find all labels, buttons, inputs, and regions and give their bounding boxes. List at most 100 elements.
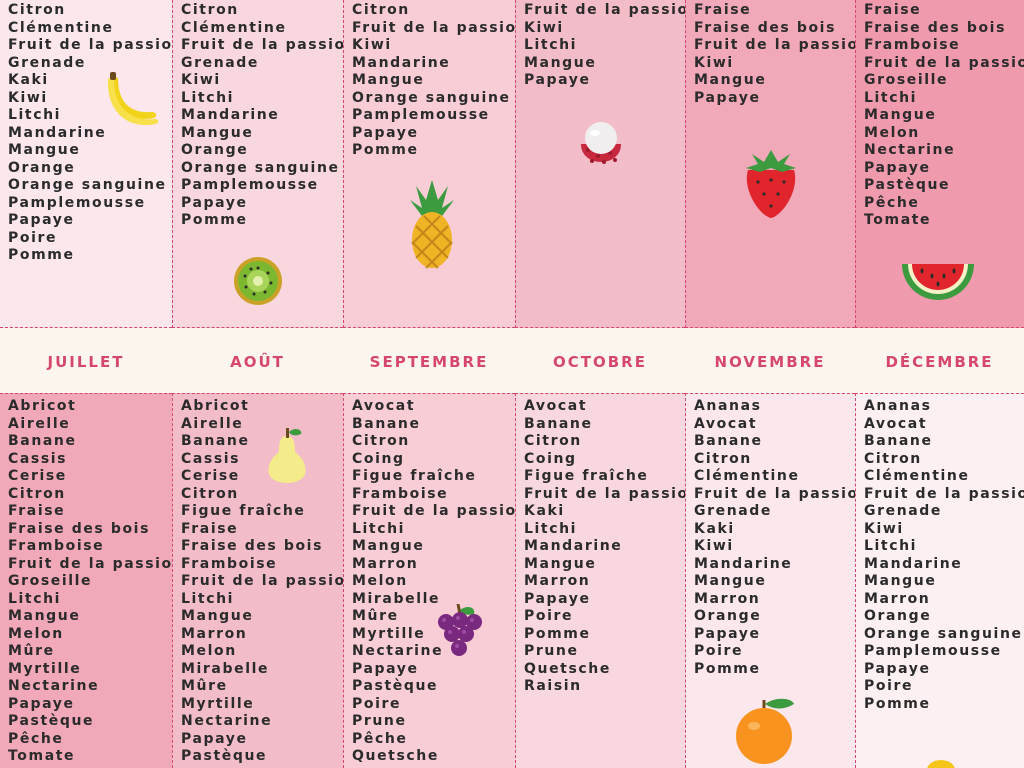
fruit-item: Orange [864,608,932,624]
fruit-item: Pamplemousse [8,194,146,211]
fruit-item: Fruit de la passion [864,54,1024,71]
fruit-item: Kaki [524,503,565,519]
month-column-septembre: Avocat Banane Citron Coing Figue fraîche Fram… [343,393,515,768]
fruit-item: Papaye [864,660,931,677]
fruit-item: Fruit de la passion [524,2,685,18]
fruit-item: Mangue [524,555,597,572]
fruit-list: Abricot Airelle Banane Cassis Cerise Citron Fi… [173,394,343,766]
fruit-item: Fraise [694,2,752,18]
fruit-item: Mangue [8,608,81,624]
fruit-item: Clémentine [8,19,114,36]
month-heading-juillet: JUILLET [47,352,125,371]
fruit-item: Marron [694,590,761,607]
fruit-item: Fruit de la passion [8,37,172,53]
fruit-item: Mandarine [694,555,793,572]
fruit-item: Marron [181,625,248,642]
month-column-top-4: Fruit de la passion Kiwi Litchi Mangue Papay… [515,0,685,328]
month-heading-aout: AOÛT [230,352,285,371]
fruit-item: Fraise des bois [694,19,837,36]
fruit-item: Kiwi [694,538,734,554]
fruit-item: Pomme [524,625,591,642]
fruit-item: Poire [694,643,744,659]
fruit-item: Pomme [694,660,761,677]
fruit-item: Melon [864,124,920,141]
fruit-item: Litchi [352,520,406,537]
fruit-item: Fruit de la passion [694,485,855,502]
fruit-item: Litchi [864,538,918,554]
fruit-item: Papaye [694,89,761,106]
fruit-item: Nectarine [181,713,273,729]
month-header-band: JUILLET AOÛT SEPTEMBRE OCTOBRE NOVEMBRE … [0,328,1024,393]
fruit-item: Fraise [864,2,922,18]
fruit-item: Papaye [864,159,931,176]
fruit-item: Papaye [181,194,248,211]
fruit-item: Mandarine [8,124,107,141]
fruit-item: Mûre [181,678,228,694]
fruit-item: Mirabelle [181,660,270,677]
fruit-item: Fraise des bois [181,538,324,554]
fruit-item: Ananas [864,398,932,414]
fruit-item: Citron [8,485,66,502]
fruit-item: Fraise [181,520,239,537]
fruit-list: Citron Fruit de la passion Kiwi Mandarine Ma… [344,0,515,160]
month-column-novembre: Ananas Avocat Banane Citron Clémentine Fruit … [685,393,855,768]
fruit-item: Orange [694,608,762,624]
fruit-item: Kiwi [8,89,48,106]
fruit-item: Litchi [181,590,235,607]
fruit-item: Mandarine [181,107,280,123]
fruit-item: Orange [8,159,76,176]
fruit-item: Fraise des bois [8,520,151,537]
fruit-item: Poire [352,695,402,712]
fruit-item: Prune [524,643,579,659]
fruit-item: Fruit de la passion [694,37,855,53]
fruit-item: Framboise [864,37,961,53]
fruit-item: Coing [352,450,405,467]
fruit-item: Fruit de la passion [864,485,1024,502]
fruit-item: Mangue [524,54,597,71]
fruit-item: Myrtille [181,695,255,712]
fruit-item: Groseille [864,72,949,88]
fruit-item: Avocat [352,398,416,414]
pear-icon [268,428,306,483]
fruit-item: Papaye [352,660,419,677]
fruit-item: Marron [524,573,591,589]
fruit-list: Fraise Fraise des bois Fruit de la passion… [686,0,855,107]
fruit-item: Cerise [181,468,240,484]
pineapple-icon [410,180,454,269]
fruit-item: Papaye [352,124,419,141]
banana-icon [107,72,159,126]
fruit-item: Mandarine [352,54,451,71]
fruit-item: Pamplemousse [352,107,490,123]
fruit-item: Fraise des bois [864,19,1007,36]
fruit-item: Litchi [181,89,235,106]
fruit-item: Papaye [181,730,248,747]
month-column-aout: Abricot Airelle Banane Cassis Cerise Citron Fi… [172,393,343,768]
fruit-item: Kaki [8,72,49,88]
fruit-item: Pomme [181,212,248,228]
fruit-item: Grenade [694,503,773,519]
fruit-item: Orange sanguine [181,159,340,176]
fruit-item: Nectarine [352,643,444,659]
fruit-item: Clémentine [694,468,800,484]
fruit-item: Framboise [181,555,278,572]
fruit-item: Myrtille [352,625,426,642]
month-column-octobre: Avocat Banane Citron Coing Figue fraîche Frui… [515,393,685,768]
fruit-item: Pêche [864,194,920,211]
fruit-item: Banane [694,433,763,449]
fruit-item: Figue fraîche [181,503,306,519]
fruit-item: Melon [181,643,237,659]
fruit-item: Groseille [8,573,93,589]
watermelon-icon [902,264,974,300]
fruit-list: Fruit de la passion Kiwi Litchi Mangue Papay… [516,0,685,90]
fruit-item: Marron [864,590,931,607]
fruit-item: Kiwi [181,72,221,88]
fruit-item: Fruit de la passion [352,19,515,36]
month-column-decembre: Ananas Avocat Banane Citron Clémentine Fruit … [855,393,1024,768]
fruit-item: Mandarine [524,538,623,554]
fruit-item: Kiwi [524,19,564,36]
fruit-item: Mirabelle [352,590,441,607]
fruit-item: Mangue [694,573,767,589]
fruit-item: Fruit de la passion [8,555,172,572]
month-heading-decembre: DÉCEMBRE [885,352,994,371]
fruit-item: Litchi [524,37,578,53]
